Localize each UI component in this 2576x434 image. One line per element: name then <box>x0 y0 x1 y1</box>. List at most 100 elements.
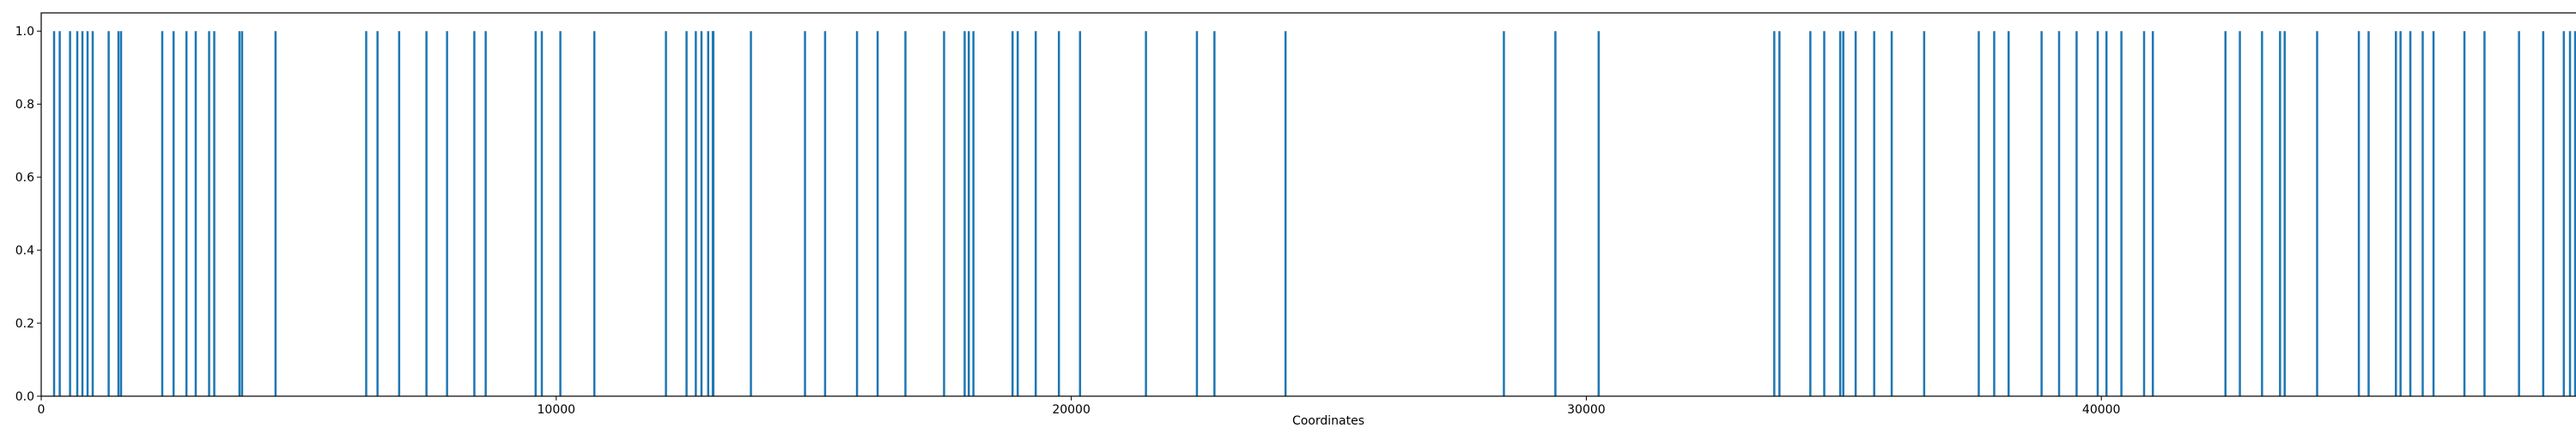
bar-mark <box>1011 31 1014 397</box>
bar-mark <box>172 31 175 397</box>
bar-mark <box>76 31 79 397</box>
bar-mark <box>2409 31 2412 397</box>
bar-mark <box>238 31 241 397</box>
bar-mark <box>58 31 61 397</box>
bar-mark <box>1145 31 1147 397</box>
bar-mark <box>592 31 596 397</box>
bar-mark <box>1823 31 1826 397</box>
bar-mark <box>1873 31 1875 397</box>
bar-mark <box>750 31 752 397</box>
bar-mark <box>1213 31 1216 397</box>
bar-mark <box>240 31 244 397</box>
bar-mark <box>1838 31 1842 397</box>
plot-frame <box>40 12 2576 397</box>
bar-mark <box>963 31 966 397</box>
bar-mark <box>1773 31 1776 397</box>
x-tick-label: 40000 <box>2082 403 2121 417</box>
bar-mark <box>700 31 703 397</box>
bar-mark <box>107 31 110 397</box>
bar-mark <box>2421 31 2424 397</box>
bar-mark <box>972 31 975 397</box>
bar-mark <box>1284 31 1287 397</box>
x-tick-label: 20000 <box>1052 403 1091 417</box>
bar-mark <box>1057 31 1060 397</box>
bar-mark <box>2261 31 2263 397</box>
bar-mark <box>119 31 123 397</box>
bar-mark <box>2432 31 2435 397</box>
bar-mark <box>1078 31 1082 397</box>
bar-mark <box>473 31 476 397</box>
bar-mark <box>2518 31 2520 397</box>
bar-mark <box>446 31 448 397</box>
bar-mark <box>425 31 428 397</box>
bar-mark <box>1842 31 1844 397</box>
bar-mark <box>2399 31 2402 397</box>
bar-mark <box>876 31 879 397</box>
bar-mark <box>365 31 368 397</box>
bar-mark <box>398 31 401 397</box>
x-tick-label: 0 <box>38 403 46 417</box>
bar-mark <box>1195 31 1199 397</box>
bar-mark <box>943 31 945 397</box>
x-tick-label: 30000 <box>1567 403 1606 417</box>
y-tick-label: 0.8 <box>15 98 34 112</box>
bar-mark <box>1978 31 1980 397</box>
bar-mark <box>274 31 277 397</box>
bar-mark <box>2283 31 2286 397</box>
bar-mark <box>2357 31 2360 397</box>
x-tick-label: 10000 <box>538 403 576 417</box>
bar-mark <box>1034 31 1037 397</box>
bar-mark <box>804 31 806 397</box>
bar-mark <box>2395 31 2397 397</box>
bar-mark <box>559 31 562 397</box>
bar-mark <box>52 31 56 397</box>
bar-mark <box>2040 31 2043 397</box>
bar-mark <box>86 31 89 397</box>
y-tick-label: 0.0 <box>15 390 34 404</box>
bar-mark <box>1890 31 1893 397</box>
bar-mark <box>69 31 71 397</box>
y-tick-label: 0.2 <box>15 317 34 331</box>
bar-mark <box>2105 31 2108 397</box>
bar-mark <box>2279 31 2281 397</box>
bar-mark <box>208 31 210 397</box>
bar-mark <box>685 31 688 397</box>
bar-mark <box>823 31 827 397</box>
bar-mark <box>695 31 697 397</box>
bar-mark <box>967 31 970 397</box>
bar-mark <box>1554 31 1557 397</box>
bars-layer <box>52 31 2576 397</box>
bar-mark <box>81 31 84 397</box>
bar-mark <box>2151 31 2154 397</box>
bar-mark <box>904 31 907 397</box>
bar-mark <box>2120 31 2123 397</box>
bar-mark <box>2075 31 2078 397</box>
bar-mark <box>185 31 188 397</box>
bar-mark <box>2316 31 2318 397</box>
bar-mark <box>2562 31 2566 397</box>
bar-mark <box>2463 31 2466 397</box>
bar-mark <box>1503 31 1505 397</box>
bar-mark <box>2568 31 2572 397</box>
bar-mark <box>117 31 120 397</box>
bar-mark <box>484 31 487 397</box>
bar-mark <box>2542 31 2545 397</box>
bar-mark <box>707 31 709 397</box>
bar-mark <box>2142 31 2146 397</box>
bar-mark <box>855 31 859 397</box>
bar-mark <box>213 31 216 397</box>
bar-mark <box>2224 31 2227 397</box>
bar-mark <box>1923 31 1926 397</box>
bar-mark <box>665 31 667 397</box>
bar-mark <box>376 31 379 397</box>
bar-mark <box>534 31 538 397</box>
x-axis-label: Coordinates <box>1292 414 1364 428</box>
bar-mark <box>2573 31 2576 397</box>
bar-mark <box>2096 31 2099 397</box>
bar-mark <box>2057 31 2061 397</box>
bar-mark <box>1993 31 1996 397</box>
y-tick-label: 0.6 <box>15 171 34 185</box>
bar-mark <box>1778 31 1781 397</box>
y-tick-label: 0.4 <box>15 244 34 258</box>
